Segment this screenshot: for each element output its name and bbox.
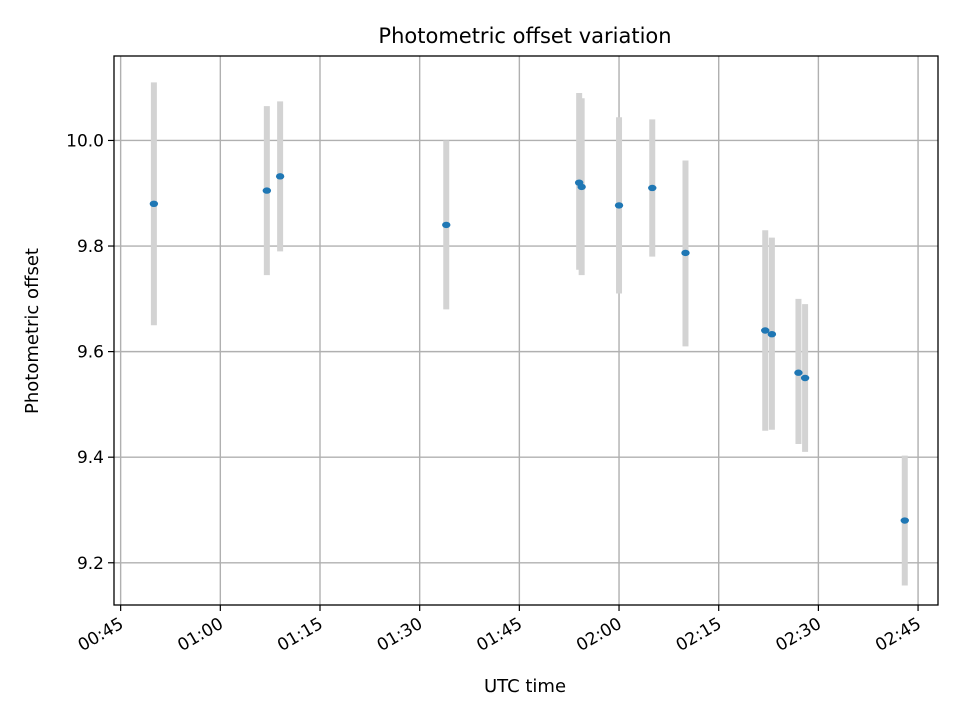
y-axis: 9.2 9.4 9.6 9.8 10.0 xyxy=(66,131,114,574)
error-bars xyxy=(150,82,908,586)
x-tick-label: 01:30 xyxy=(374,614,426,656)
x-tick-label: 01:45 xyxy=(473,614,525,656)
data-point xyxy=(614,202,624,209)
y-tick-label: 9.8 xyxy=(77,237,104,257)
x-tick-label: 01:00 xyxy=(174,614,226,656)
x-tick-label: 02:45 xyxy=(872,614,924,656)
x-tick-label: 01:15 xyxy=(274,614,326,656)
x-tick-label: 02:15 xyxy=(673,614,725,656)
data-point xyxy=(262,187,272,194)
data-point xyxy=(767,330,777,338)
y-tick-label: 9.2 xyxy=(77,554,104,574)
x-tick-label: 02:00 xyxy=(573,614,625,656)
data-point xyxy=(577,183,586,191)
data-points xyxy=(149,173,909,524)
data-point xyxy=(794,369,803,376)
data-point xyxy=(761,327,770,334)
y-tick-label: 10.0 xyxy=(66,131,104,151)
data-point xyxy=(800,374,810,382)
y-tick-label: 9.6 xyxy=(77,343,104,363)
x-tick-label: 02:30 xyxy=(772,614,824,656)
chart-title: Photometric offset variation xyxy=(378,24,671,48)
data-point xyxy=(275,173,285,180)
data-point xyxy=(681,249,690,257)
x-tick-label: 00:45 xyxy=(75,614,127,656)
data-point xyxy=(149,200,159,208)
x-axis-label: UTC time xyxy=(484,676,566,697)
y-tick-label: 9.4 xyxy=(77,448,104,468)
plot-frame xyxy=(113,55,939,606)
data-point xyxy=(900,517,909,524)
data-point xyxy=(648,184,657,192)
grid xyxy=(114,56,938,605)
x-axis: 00:45 01:00 01:15 01:30 01:45 02:00 02:15 02:30… xyxy=(75,605,925,656)
data-point xyxy=(442,221,451,229)
y-axis-label: Photometric offset xyxy=(22,248,43,414)
